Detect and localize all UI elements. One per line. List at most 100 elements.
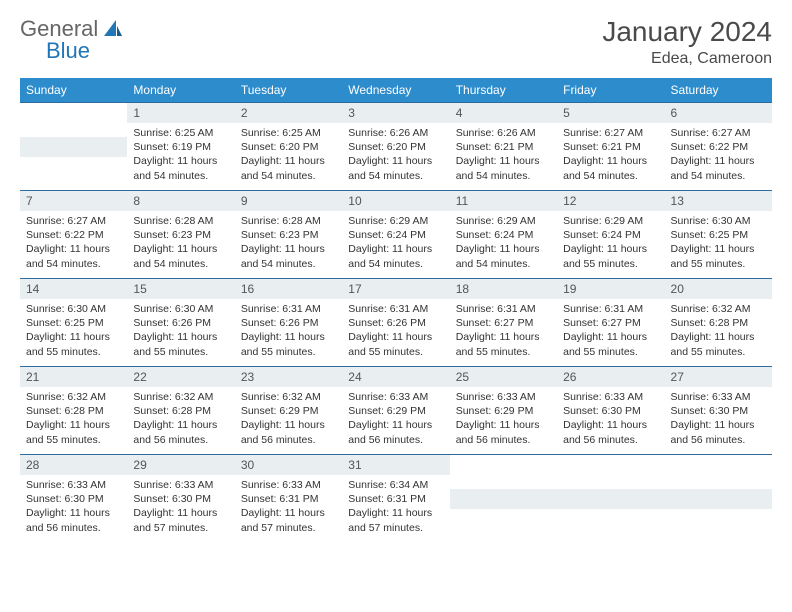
sunrise-text: Sunrise: 6:31 AM (456, 302, 551, 316)
daylight-text-1: Daylight: 11 hours (241, 418, 336, 432)
daylight-text-1: Daylight: 11 hours (563, 330, 658, 344)
daylight-text-1: Daylight: 11 hours (133, 242, 228, 256)
sunrise-text: Sunrise: 6:32 AM (26, 390, 121, 404)
location-label: Edea, Cameroon (602, 50, 772, 68)
calendar-day-cell: 23Sunrise: 6:32 AMSunset: 6:29 PMDayligh… (235, 367, 342, 455)
daylight-text-2: and 54 minutes. (348, 257, 443, 271)
calendar-week-row: 1Sunrise: 6:25 AMSunset: 6:19 PMDaylight… (20, 103, 772, 191)
sunset-text: Sunset: 6:25 PM (26, 316, 121, 330)
sunset-text: Sunset: 6:19 PM (133, 140, 228, 154)
calendar-empty-cell (20, 103, 127, 191)
sunrise-text: Sunrise: 6:33 AM (241, 478, 336, 492)
calendar-day-cell: 28Sunrise: 6:33 AMSunset: 6:30 PMDayligh… (20, 455, 127, 543)
calendar-day-cell: 14Sunrise: 6:30 AMSunset: 6:25 PMDayligh… (20, 279, 127, 367)
calendar-week-row: 14Sunrise: 6:30 AMSunset: 6:25 PMDayligh… (20, 279, 772, 367)
sunrise-text: Sunrise: 6:32 AM (241, 390, 336, 404)
calendar-empty-cell (557, 455, 664, 543)
daylight-text-2: and 57 minutes. (348, 521, 443, 535)
sunset-text: Sunset: 6:23 PM (241, 228, 336, 242)
daylight-text-2: and 56 minutes. (563, 433, 658, 447)
calendar-day-cell: 24Sunrise: 6:33 AMSunset: 6:29 PMDayligh… (342, 367, 449, 455)
day-number: 9 (235, 191, 342, 211)
daylight-text-2: and 55 minutes. (671, 257, 766, 271)
calendar-table: Sunday Monday Tuesday Wednesday Thursday… (20, 78, 772, 543)
calendar-day-cell: 16Sunrise: 6:31 AMSunset: 6:26 PMDayligh… (235, 279, 342, 367)
day-number: 24 (342, 367, 449, 387)
sunset-text: Sunset: 6:31 PM (348, 492, 443, 506)
daylight-text-2: and 54 minutes. (241, 169, 336, 183)
daylight-text-1: Daylight: 11 hours (348, 154, 443, 168)
sunset-text: Sunset: 6:28 PM (26, 404, 121, 418)
daylight-text-1: Daylight: 11 hours (26, 330, 121, 344)
daylight-text-2: and 56 minutes. (348, 433, 443, 447)
day-details: Sunrise: 6:32 AMSunset: 6:29 PMDaylight:… (235, 387, 342, 453)
daylight-text-1: Daylight: 11 hours (348, 330, 443, 344)
day-details: Sunrise: 6:27 AMSunset: 6:21 PMDaylight:… (557, 123, 664, 189)
daynum-bar-empty (450, 489, 557, 509)
daylight-text-1: Daylight: 11 hours (241, 154, 336, 168)
daylight-text-1: Daylight: 11 hours (456, 418, 551, 432)
day-details: Sunrise: 6:33 AMSunset: 6:29 PMDaylight:… (342, 387, 449, 453)
day-number: 23 (235, 367, 342, 387)
day-number: 1 (127, 103, 234, 123)
sunset-text: Sunset: 6:29 PM (456, 404, 551, 418)
day-number: 27 (665, 367, 772, 387)
sunset-text: Sunset: 6:27 PM (456, 316, 551, 330)
day-number: 25 (450, 367, 557, 387)
calendar-day-cell: 30Sunrise: 6:33 AMSunset: 6:31 PMDayligh… (235, 455, 342, 543)
daylight-text-2: and 55 minutes. (563, 257, 658, 271)
sunset-text: Sunset: 6:29 PM (348, 404, 443, 418)
sunset-text: Sunset: 6:31 PM (241, 492, 336, 506)
daylight-text-1: Daylight: 11 hours (133, 506, 228, 520)
sunrise-text: Sunrise: 6:30 AM (133, 302, 228, 316)
daylight-text-1: Daylight: 11 hours (348, 242, 443, 256)
calendar-day-cell: 22Sunrise: 6:32 AMSunset: 6:28 PMDayligh… (127, 367, 234, 455)
calendar-body: 1Sunrise: 6:25 AMSunset: 6:19 PMDaylight… (20, 103, 772, 543)
day-number: 3 (342, 103, 449, 123)
daylight-text-1: Daylight: 11 hours (26, 242, 121, 256)
day-number: 12 (557, 191, 664, 211)
sunrise-text: Sunrise: 6:31 AM (348, 302, 443, 316)
day-details: Sunrise: 6:29 AMSunset: 6:24 PMDaylight:… (557, 211, 664, 277)
sunrise-text: Sunrise: 6:31 AM (241, 302, 336, 316)
day-number: 14 (20, 279, 127, 299)
daylight-text-2: and 55 minutes. (26, 345, 121, 359)
day-header-thu: Thursday (450, 78, 557, 103)
daylight-text-2: and 54 minutes. (563, 169, 658, 183)
sunset-text: Sunset: 6:21 PM (456, 140, 551, 154)
calendar-day-cell: 18Sunrise: 6:31 AMSunset: 6:27 PMDayligh… (450, 279, 557, 367)
daylight-text-2: and 54 minutes. (456, 169, 551, 183)
calendar-day-cell: 12Sunrise: 6:29 AMSunset: 6:24 PMDayligh… (557, 191, 664, 279)
sunset-text: Sunset: 6:24 PM (348, 228, 443, 242)
daylight-text-1: Daylight: 11 hours (456, 330, 551, 344)
sunset-text: Sunset: 6:24 PM (563, 228, 658, 242)
sunrise-text: Sunrise: 6:27 AM (26, 214, 121, 228)
calendar-day-cell: 15Sunrise: 6:30 AMSunset: 6:26 PMDayligh… (127, 279, 234, 367)
day-details: Sunrise: 6:26 AMSunset: 6:20 PMDaylight:… (342, 123, 449, 189)
calendar-day-cell: 5Sunrise: 6:27 AMSunset: 6:21 PMDaylight… (557, 103, 664, 191)
day-number: 31 (342, 455, 449, 475)
day-number: 2 (235, 103, 342, 123)
daylight-text-1: Daylight: 11 hours (241, 330, 336, 344)
day-number: 19 (557, 279, 664, 299)
day-details: Sunrise: 6:33 AMSunset: 6:30 PMDaylight:… (20, 475, 127, 541)
sunrise-text: Sunrise: 6:34 AM (348, 478, 443, 492)
daynum-bar-empty (665, 489, 772, 509)
day-number: 16 (235, 279, 342, 299)
day-details: Sunrise: 6:31 AMSunset: 6:26 PMDaylight:… (342, 299, 449, 365)
daynum-bar-empty (20, 137, 127, 157)
calendar-day-cell: 29Sunrise: 6:33 AMSunset: 6:30 PMDayligh… (127, 455, 234, 543)
sunset-text: Sunset: 6:25 PM (671, 228, 766, 242)
daylight-text-2: and 56 minutes. (456, 433, 551, 447)
calendar-day-cell: 1Sunrise: 6:25 AMSunset: 6:19 PMDaylight… (127, 103, 234, 191)
day-header-fri: Friday (557, 78, 664, 103)
daylight-text-2: and 55 minutes. (671, 345, 766, 359)
daylight-text-2: and 54 minutes. (456, 257, 551, 271)
sunrise-text: Sunrise: 6:26 AM (348, 126, 443, 140)
day-details: Sunrise: 6:28 AMSunset: 6:23 PMDaylight:… (235, 211, 342, 277)
logo-sail-icon (102, 18, 124, 40)
sunrise-text: Sunrise: 6:27 AM (671, 126, 766, 140)
sunrise-text: Sunrise: 6:33 AM (26, 478, 121, 492)
sunset-text: Sunset: 6:20 PM (241, 140, 336, 154)
daylight-text-2: and 54 minutes. (26, 257, 121, 271)
